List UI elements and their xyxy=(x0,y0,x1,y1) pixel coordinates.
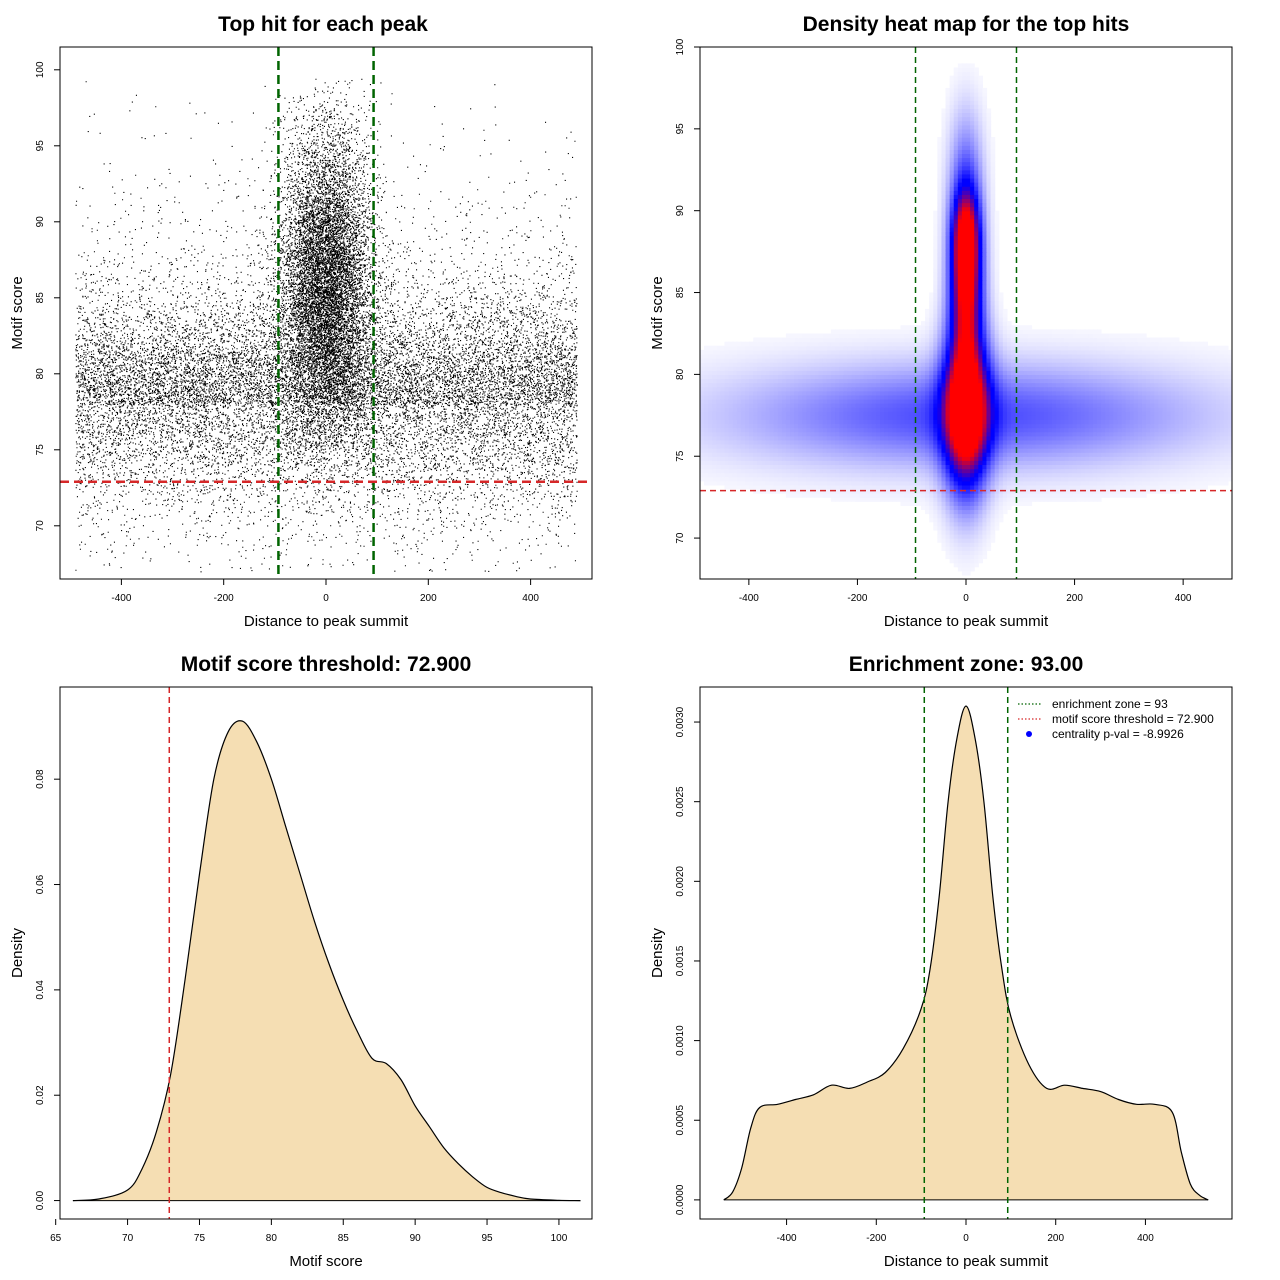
y-tick-label: 70 xyxy=(675,532,686,544)
y-tick-label: 0.02 xyxy=(35,1085,46,1105)
x-tick-label: 0 xyxy=(963,1233,969,1244)
x-tick-label: 400 xyxy=(1137,1233,1154,1244)
score-density-frame xyxy=(59,686,593,1220)
heatmap-plot-area xyxy=(700,47,1232,579)
y-tick-label: 0.0030 xyxy=(675,706,686,737)
density-curve xyxy=(723,705,1209,1201)
score-density-panel: Motif score threshold: 72.900 65 70 75 80 85… xyxy=(9,653,593,1270)
x-tick-label: -400 xyxy=(111,593,131,604)
x-tick-label: 0 xyxy=(963,593,969,604)
x-tick-label: 70 xyxy=(122,1233,134,1244)
y-tick-label: 0.08 xyxy=(35,769,46,789)
distance-density-title: Enrichment zone: 93.00 xyxy=(849,653,1084,676)
y-tick-label: 95 xyxy=(675,123,686,135)
scatter-xlabel: Distance to peak summit xyxy=(244,613,409,630)
score-density-xlabel: Motif score xyxy=(289,1253,362,1270)
legend-entry-label: motif score threshold = 72.900 xyxy=(1052,712,1214,726)
x-tick-label: 200 xyxy=(420,593,437,604)
x-tick-label: 95 xyxy=(481,1233,493,1244)
distance-density-plot-area xyxy=(723,687,1209,1219)
x-tick-label: 85 xyxy=(338,1233,350,1244)
y-tick-label: 85 xyxy=(675,287,686,299)
y-tick-label: 90 xyxy=(35,216,46,228)
x-tick-label: 65 xyxy=(50,1233,62,1244)
y-tick-label: 0.0000 xyxy=(675,1184,686,1215)
score-density-axes: 65 70 75 80 85 90 95 100 0.00 0.02 0.04 0.06 0.08 xyxy=(35,769,568,1244)
y-tick-label: 85 xyxy=(35,292,46,304)
x-tick-label: 80 xyxy=(266,1233,278,1244)
score-density-plot-area xyxy=(72,687,581,1219)
x-tick-label: 200 xyxy=(1047,1233,1064,1244)
scatter-ylabel: Motif score xyxy=(9,276,26,349)
y-tick-label: 0.04 xyxy=(35,980,46,1000)
y-tick-label: 0.0015 xyxy=(675,945,686,976)
x-tick-label: 0 xyxy=(323,593,329,604)
y-tick-label: 80 xyxy=(35,368,46,380)
x-tick-label: 75 xyxy=(194,1233,206,1244)
distance-density-ylabel: Density xyxy=(649,927,666,978)
y-tick-label: 80 xyxy=(675,368,686,380)
x-tick-label: -400 xyxy=(739,593,759,604)
y-tick-label: 0.0010 xyxy=(675,1025,686,1056)
y-tick-label: 100 xyxy=(35,61,46,78)
scatter-points xyxy=(75,78,578,573)
x-tick-label: -400 xyxy=(777,1233,797,1244)
heatmap-title: Density heat map for the top hits xyxy=(803,13,1130,36)
density-fill xyxy=(723,706,1209,1200)
x-tick-label: -200 xyxy=(866,1233,886,1244)
heatmap-axes: -400 -200 0 200 400 70 75 80 85 90 95 100 xyxy=(675,38,1192,604)
heatmap-ylabel: Motif score xyxy=(649,276,666,349)
distance-density-xlabel: Distance to peak summit xyxy=(884,1253,1049,1270)
density-curve xyxy=(72,720,581,1202)
x-tick-label: 400 xyxy=(522,593,539,604)
y-tick-label: 0.06 xyxy=(35,874,46,894)
scatter-title: Top hit for each peak xyxy=(218,13,428,36)
legend-point-marker xyxy=(1026,731,1032,737)
x-tick-label: 100 xyxy=(551,1233,568,1244)
density-fill xyxy=(72,720,581,1201)
distance-density-panel: Enrichment zone: 93.00 -400 -200 0 200 400 0.… xyxy=(649,653,1233,1270)
heatmap-xlabel: Distance to peak summit xyxy=(884,613,1049,630)
distance-density-axes: -400 -200 0 200 400 0.0000 0.0005 0.0010 0.0015 0… xyxy=(675,706,1154,1244)
score-density-title: Motif score threshold: 72.900 xyxy=(181,653,472,676)
y-tick-label: 100 xyxy=(675,38,686,55)
x-tick-label: 90 xyxy=(410,1233,422,1244)
y-tick-label: 0.0025 xyxy=(675,786,686,817)
y-tick-label: 75 xyxy=(675,450,686,462)
heatmap-panel: Density heat map for the top hits -400 -2… xyxy=(649,13,1233,630)
y-tick-label: 95 xyxy=(35,140,46,152)
scatter-axes: -400 -200 0 200 400 70 75 80 85 90 95 100 xyxy=(35,61,539,604)
y-tick-label: 0.00 xyxy=(35,1190,46,1210)
scatter-panel: Top hit for each peak -400 -200 0 200 400 70 7… xyxy=(9,13,593,630)
x-tick-label: -200 xyxy=(847,593,867,604)
scatter-plot-area xyxy=(60,47,592,579)
legend-entry-label: centrality p-val = -8.9926 xyxy=(1052,727,1184,741)
score-density-ylabel: Density xyxy=(9,927,26,978)
y-tick-label: 90 xyxy=(675,205,686,217)
x-tick-label: 200 xyxy=(1066,593,1083,604)
y-tick-label: 0.0005 xyxy=(675,1105,686,1136)
x-tick-label: -200 xyxy=(214,593,234,604)
legend-entry-label: enrichment zone = 93 xyxy=(1052,697,1168,711)
x-tick-label: 400 xyxy=(1175,593,1192,604)
y-tick-label: 70 xyxy=(35,520,46,532)
y-tick-label: 75 xyxy=(35,444,46,456)
y-tick-label: 0.0020 xyxy=(675,866,686,897)
